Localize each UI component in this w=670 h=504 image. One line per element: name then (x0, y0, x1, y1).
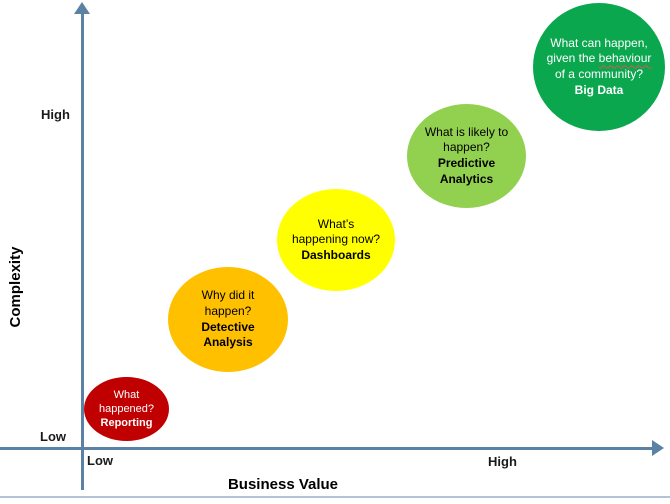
y-tick-low: Low (40, 429, 66, 444)
bubble-question: What’s happening now? (291, 216, 381, 247)
y-axis-title: Complexity (7, 246, 24, 328)
bubble-question: What is likely to happen? (424, 124, 509, 155)
y-axis-line (81, 12, 84, 490)
bubble-dashboards: What’s happening now? Dashboards (277, 189, 395, 291)
bubble-label: Reporting (100, 417, 153, 430)
bubble-question: What happened? (98, 388, 155, 415)
bubble-label: Detective Analysis (201, 319, 255, 350)
bubble-question: What can happen, given the behaviour of … (540, 36, 658, 83)
y-axis-arrow-up-icon (74, 2, 90, 14)
x-tick-high: High (488, 454, 517, 469)
bubble-question: Why did it happen? (201, 288, 255, 318)
bubble-label: Predictive Analytics (437, 156, 496, 186)
bubble-predictive-analytics: What is likely to happen? Predictive Ana… (407, 104, 526, 208)
bubble-big-data: What can happen, given the behaviour of … (533, 3, 665, 131)
bubble-detective-analysis: Why did it happen? Detective Analysis (168, 267, 288, 372)
x-axis-title: Business Value (227, 476, 339, 493)
slide-bottom-border (0, 496, 670, 498)
bubble-question-part1: What can happen, given the (546, 35, 648, 66)
spellcheck-underlined-word: behaviour (598, 51, 652, 66)
y-tick-high: High (41, 107, 70, 122)
bubble-label: Big Data (574, 82, 624, 97)
bubble-reporting: What happened? Reporting (84, 377, 169, 441)
x-axis-arrow-right-icon (652, 440, 664, 456)
bubble-question-part2: of a community? (554, 67, 644, 81)
bubble-label: Dashboards (301, 247, 371, 262)
x-tick-low: Low (87, 453, 113, 468)
x-axis-line (0, 447, 655, 450)
